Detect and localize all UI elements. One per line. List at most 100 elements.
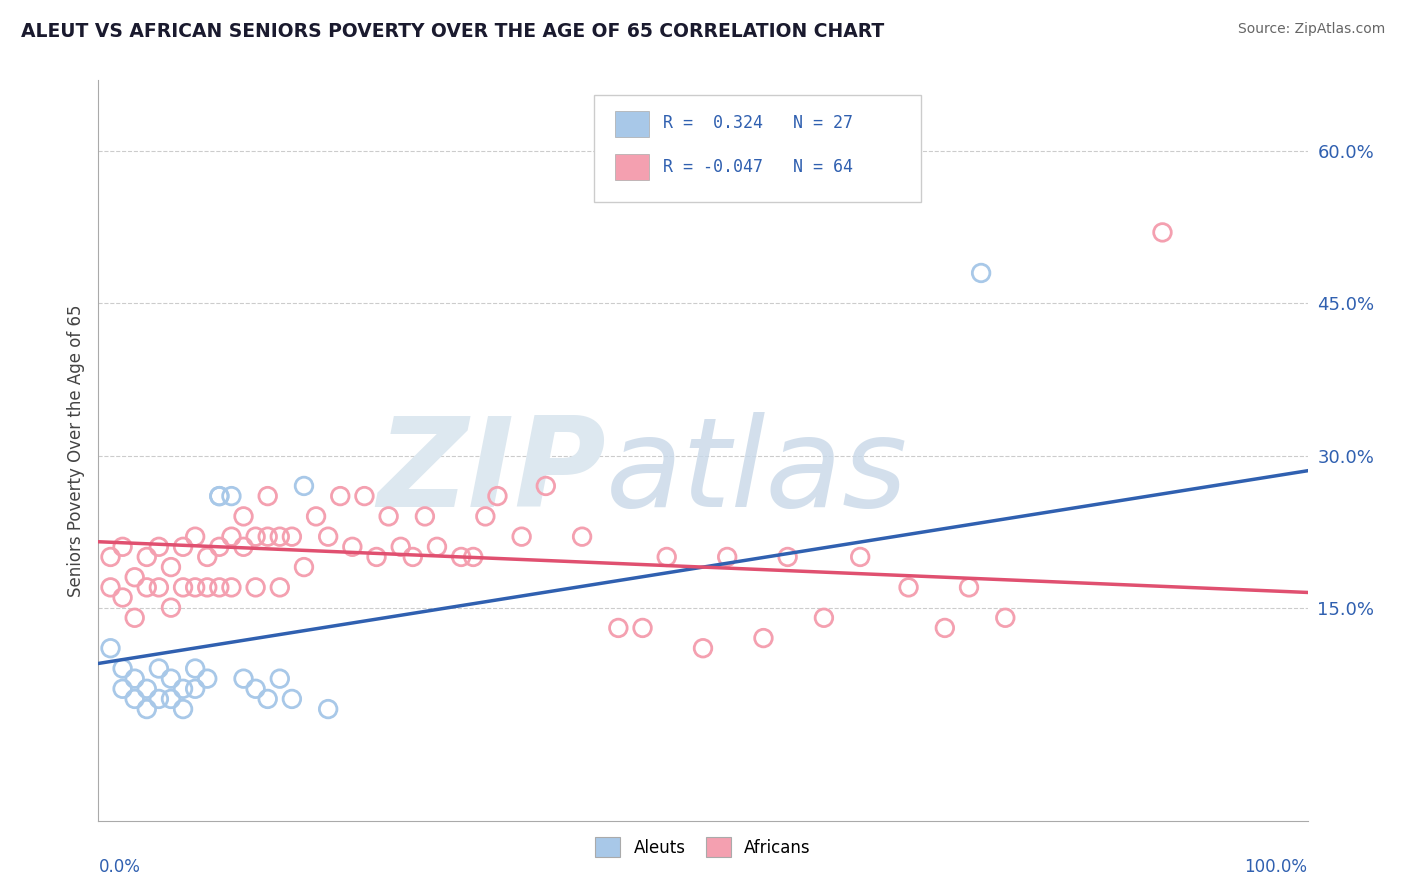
Point [148, 692, 170, 706]
Point [292, 479, 315, 493]
Text: R =  0.324   N = 27: R = 0.324 N = 27 [664, 114, 853, 132]
Point [148, 580, 170, 594]
Point [692, 641, 714, 656]
Point [232, 509, 254, 524]
Point [184, 580, 207, 594]
Point [245, 681, 267, 696]
Point [256, 530, 278, 544]
Point [111, 540, 134, 554]
Point [329, 489, 352, 503]
Point [124, 611, 146, 625]
Point [510, 530, 533, 544]
Point [148, 661, 170, 675]
Point [849, 549, 872, 564]
Point [160, 560, 183, 574]
Point [245, 530, 267, 544]
Point [655, 549, 678, 564]
Point [135, 702, 157, 716]
Point [463, 549, 485, 564]
Point [160, 600, 183, 615]
Point [631, 621, 654, 635]
Point [195, 580, 218, 594]
Point [486, 489, 509, 503]
Legend: Aleuts, Africans: Aleuts, Africans [589, 830, 817, 864]
Point [135, 681, 157, 696]
Point [269, 672, 291, 686]
Text: Source: ZipAtlas.com: Source: ZipAtlas.com [1237, 22, 1385, 37]
Point [232, 672, 254, 686]
FancyBboxPatch shape [614, 154, 648, 180]
Point [100, 549, 122, 564]
Point [232, 540, 254, 554]
Point [172, 702, 194, 716]
Point [776, 549, 799, 564]
Point [269, 580, 291, 594]
Point [316, 702, 339, 716]
Point [256, 489, 278, 503]
Point [607, 621, 630, 635]
Point [172, 681, 194, 696]
Point [111, 661, 134, 675]
Point [135, 549, 157, 564]
Point [184, 530, 207, 544]
Point [135, 580, 157, 594]
Point [342, 540, 364, 554]
Text: ALEUT VS AFRICAN SENIORS POVERTY OVER THE AGE OF 65 CORRELATION CHART: ALEUT VS AFRICAN SENIORS POVERTY OVER TH… [21, 22, 884, 41]
Point [124, 692, 146, 706]
Point [413, 509, 436, 524]
Point [160, 672, 183, 686]
Point [571, 530, 593, 544]
Point [172, 580, 194, 594]
Point [994, 611, 1017, 625]
Point [377, 509, 399, 524]
Point [208, 489, 231, 503]
Point [172, 540, 194, 554]
Point [195, 672, 218, 686]
Point [450, 549, 472, 564]
FancyBboxPatch shape [614, 112, 648, 137]
Point [292, 560, 315, 574]
Point [716, 549, 738, 564]
Point [752, 631, 775, 645]
Point [316, 530, 339, 544]
Point [208, 489, 231, 503]
Point [245, 580, 267, 594]
Point [426, 540, 449, 554]
Point [124, 570, 146, 584]
Text: ZIP: ZIP [378, 412, 606, 533]
Point [195, 549, 218, 564]
Text: R = -0.047   N = 64: R = -0.047 N = 64 [664, 158, 853, 176]
Point [970, 266, 993, 280]
Point [813, 611, 835, 625]
Point [389, 540, 412, 554]
Point [957, 580, 980, 594]
Point [281, 530, 304, 544]
Point [934, 621, 956, 635]
Point [402, 549, 425, 564]
Point [148, 540, 170, 554]
Point [111, 591, 134, 605]
Point [221, 580, 243, 594]
Point [160, 692, 183, 706]
Point [184, 661, 207, 675]
Point [208, 540, 231, 554]
Point [1152, 226, 1174, 240]
Point [281, 692, 304, 706]
Point [100, 641, 122, 656]
Point [124, 672, 146, 686]
Point [897, 580, 920, 594]
Point [256, 692, 278, 706]
Y-axis label: Seniors Poverty Over the Age of 65: Seniors Poverty Over the Age of 65 [66, 304, 84, 597]
Text: 100.0%: 100.0% [1244, 858, 1308, 876]
Point [184, 681, 207, 696]
Point [208, 580, 231, 594]
Point [111, 681, 134, 696]
FancyBboxPatch shape [595, 95, 921, 202]
Text: atlas: atlas [606, 412, 908, 533]
Point [221, 489, 243, 503]
Point [534, 479, 557, 493]
Point [221, 530, 243, 544]
Point [305, 509, 328, 524]
Point [353, 489, 375, 503]
Point [269, 530, 291, 544]
